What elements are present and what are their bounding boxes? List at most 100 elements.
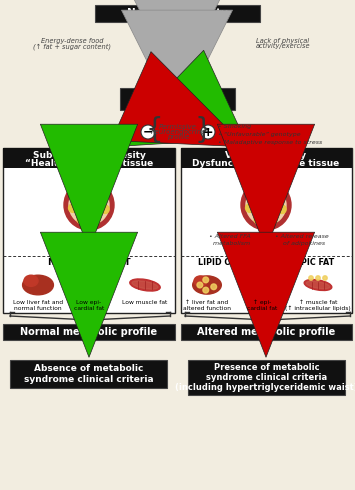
Circle shape	[246, 204, 254, 212]
Circle shape	[255, 276, 259, 280]
Circle shape	[203, 287, 209, 293]
Circle shape	[249, 190, 258, 198]
Text: {: {	[145, 116, 163, 144]
Circle shape	[268, 216, 277, 224]
FancyBboxPatch shape	[188, 360, 345, 395]
Text: Normal adiposity: Normal adiposity	[127, 8, 228, 19]
FancyBboxPatch shape	[120, 88, 235, 110]
Ellipse shape	[23, 275, 53, 295]
Ellipse shape	[194, 276, 207, 286]
Circle shape	[203, 277, 209, 283]
Circle shape	[69, 185, 109, 225]
Ellipse shape	[306, 281, 330, 289]
FancyBboxPatch shape	[10, 360, 167, 388]
Ellipse shape	[304, 279, 332, 291]
FancyBboxPatch shape	[95, 5, 260, 22]
Text: −: −	[143, 125, 153, 139]
Text: ↑ epi-
cardial fat: ↑ epi- cardial fat	[247, 300, 277, 311]
Circle shape	[323, 276, 327, 280]
Circle shape	[101, 205, 109, 214]
Text: activity/exercise: activity/exercise	[256, 43, 310, 49]
Circle shape	[261, 199, 272, 211]
Circle shape	[171, 62, 176, 68]
Text: Positive
energy balance: Positive energy balance	[132, 88, 223, 110]
Circle shape	[187, 52, 192, 58]
Circle shape	[257, 209, 262, 214]
Text: Absence of metabolic
syndrome clinical criteria: Absence of metabolic syndrome clinical c…	[24, 364, 153, 384]
Circle shape	[77, 215, 86, 224]
Circle shape	[309, 276, 313, 280]
Ellipse shape	[259, 272, 265, 280]
Circle shape	[72, 190, 81, 198]
Text: Lack of physical: Lack of physical	[256, 38, 310, 44]
Circle shape	[162, 46, 167, 51]
Circle shape	[91, 216, 100, 224]
Text: Presence of metabolic
syndrome clinical criteria
(including hypertriglyceridemic: Presence of metabolic syndrome clinical …	[175, 363, 355, 392]
Ellipse shape	[86, 271, 92, 280]
Circle shape	[201, 125, 215, 139]
Text: }: }	[194, 116, 212, 144]
Ellipse shape	[132, 281, 158, 289]
Text: Dysfunctional adipose tissue: Dysfunctional adipose tissue	[192, 158, 340, 168]
Circle shape	[246, 185, 286, 225]
Circle shape	[254, 215, 263, 224]
Ellipse shape	[193, 276, 221, 294]
Text: ↑ muscle fat
(↑ intracellular lipids): ↑ muscle fat (↑ intracellular lipids)	[285, 300, 351, 311]
Circle shape	[83, 199, 94, 211]
FancyBboxPatch shape	[3, 324, 175, 340]
Circle shape	[275, 191, 284, 199]
Ellipse shape	[80, 274, 91, 285]
Circle shape	[161, 36, 193, 68]
Text: • Altered release
  of adipokines: • Altered release of adipokines	[275, 234, 329, 246]
Text: Altered metabolic profile: Altered metabolic profile	[197, 327, 335, 337]
Circle shape	[98, 191, 106, 199]
Ellipse shape	[24, 275, 38, 286]
FancyBboxPatch shape	[3, 148, 175, 313]
Ellipse shape	[81, 276, 97, 293]
Circle shape	[267, 284, 271, 289]
Text: Low liver fat and
normal function: Low liver fat and normal function	[13, 300, 63, 311]
Ellipse shape	[254, 275, 263, 285]
Text: Energy-dense food: Energy-dense food	[41, 38, 103, 44]
Circle shape	[241, 180, 291, 230]
Ellipse shape	[130, 279, 160, 291]
Text: Visceral obesity: Visceral obesity	[225, 150, 307, 160]
Circle shape	[262, 184, 271, 193]
FancyBboxPatch shape	[181, 148, 352, 313]
Text: (↑ fat + sugar content): (↑ fat + sugar content)	[33, 43, 111, 49]
Circle shape	[253, 192, 279, 218]
Circle shape	[257, 196, 262, 201]
Text: • Altered FFA
  metabolism: • Altered FFA metabolism	[209, 234, 251, 246]
FancyBboxPatch shape	[181, 324, 352, 340]
Text: “Healthy” adipose tissue: “Healthy” adipose tissue	[25, 158, 153, 168]
Text: ↑ liver fat and
altered function: ↑ liver fat and altered function	[183, 300, 231, 311]
Circle shape	[69, 204, 77, 212]
Circle shape	[197, 282, 203, 288]
Circle shape	[173, 48, 181, 56]
Text: neuroendocrine: neuroendocrine	[150, 129, 206, 135]
Circle shape	[316, 276, 320, 280]
Text: Subcutaneous obesity: Subcutaneous obesity	[33, 150, 146, 160]
FancyBboxPatch shape	[3, 148, 175, 168]
Circle shape	[76, 192, 102, 218]
Circle shape	[278, 205, 286, 214]
Text: Permissive: Permissive	[159, 124, 197, 130]
Circle shape	[211, 284, 217, 290]
Text: profile: profile	[167, 134, 189, 140]
Circle shape	[270, 196, 275, 201]
Ellipse shape	[255, 276, 269, 292]
Text: LIPID OVERFLOW-ECTOPIC FAT: LIPID OVERFLOW-ECTOPIC FAT	[198, 258, 334, 267]
Text: Normal metabolic profile: Normal metabolic profile	[21, 327, 158, 337]
Circle shape	[178, 36, 183, 42]
Circle shape	[64, 180, 114, 230]
Circle shape	[255, 286, 259, 290]
Text: NO ECTOPIC FAT: NO ECTOPIC FAT	[48, 258, 130, 267]
Circle shape	[85, 184, 94, 193]
Circle shape	[270, 209, 275, 214]
Text: +: +	[203, 125, 213, 139]
FancyBboxPatch shape	[181, 148, 352, 168]
Text: • Smoking
• “Unfavorable” genotype
• Maladaptive response to stress: • Smoking • “Unfavorable” genotype • Mal…	[218, 124, 322, 145]
Circle shape	[141, 125, 155, 139]
Ellipse shape	[261, 275, 270, 285]
Ellipse shape	[87, 274, 98, 285]
